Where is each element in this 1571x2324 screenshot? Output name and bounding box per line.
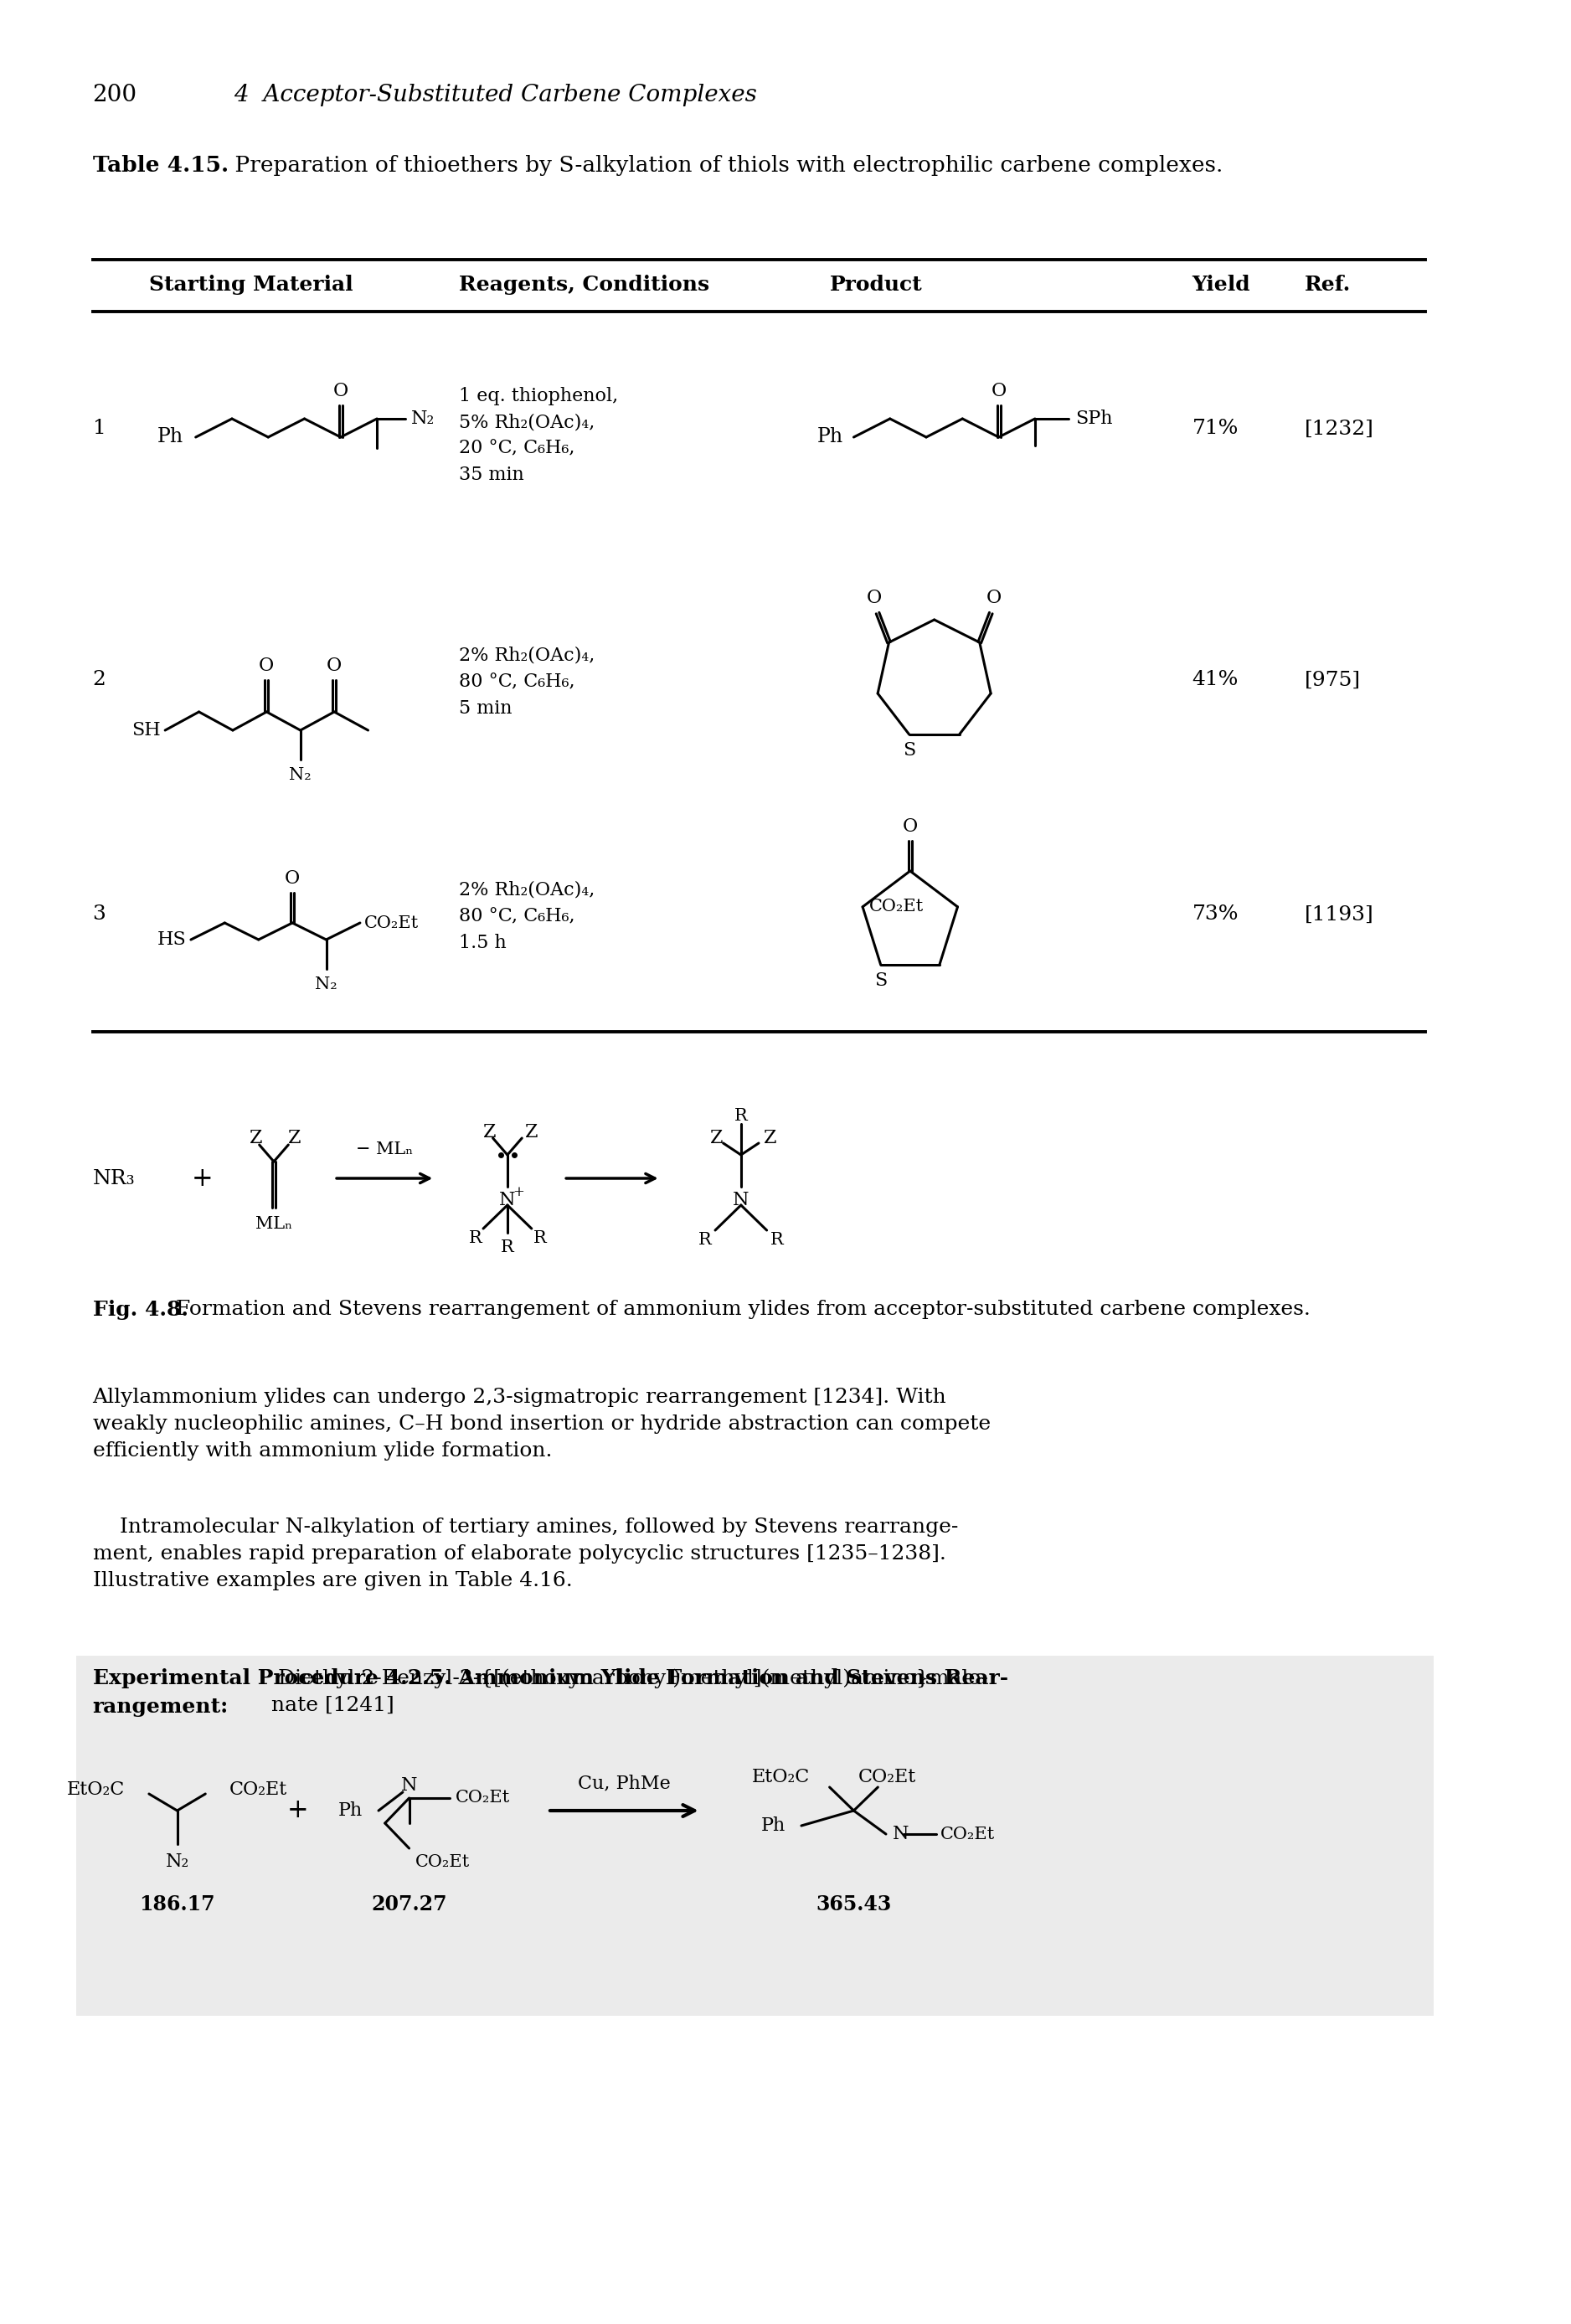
Text: Z: Z [525, 1122, 539, 1141]
Text: [975]: [975] [1306, 669, 1360, 690]
Text: CO₂Et: CO₂Et [858, 1769, 916, 1787]
Text: 1: 1 [93, 418, 105, 439]
Text: CO₂Et: CO₂Et [229, 1780, 287, 1799]
Text: N: N [500, 1190, 515, 1208]
Text: Ph: Ph [338, 1801, 363, 1820]
Text: Ph: Ph [157, 428, 184, 446]
Text: 200: 200 [93, 84, 137, 107]
Text: 4  Acceptor-Substituted Carbene Complexes: 4 Acceptor-Substituted Carbene Complexes [234, 84, 757, 107]
Text: [1232]: [1232] [1306, 418, 1375, 439]
Text: O: O [867, 588, 881, 607]
Text: 3: 3 [93, 904, 105, 925]
Text: Yield: Yield [1192, 274, 1251, 295]
Text: N: N [401, 1776, 418, 1794]
Text: 207.27: 207.27 [371, 1894, 448, 1915]
Text: O: O [333, 381, 349, 400]
Text: EtO₂C: EtO₂C [751, 1769, 809, 1787]
Text: 2% Rh₂(OAc)₄,
80 °C, C₆H₆,
5 min: 2% Rh₂(OAc)₄, 80 °C, C₆H₆, 5 min [459, 646, 595, 718]
Text: CO₂Et: CO₂Et [869, 899, 924, 916]
Text: N₂: N₂ [316, 976, 338, 992]
Text: HS: HS [157, 930, 185, 948]
Text: Intramolecular N-alkylation of tertiary amines, followed by Stevens rearrange-
m: Intramolecular N-alkylation of tertiary … [93, 1518, 958, 1590]
Text: Fig. 4.8.: Fig. 4.8. [93, 1299, 189, 1320]
Text: +: + [287, 1799, 309, 1824]
Text: CO₂Et: CO₂Et [416, 1855, 470, 1871]
Text: R: R [501, 1239, 514, 1255]
Text: Table 4.15.: Table 4.15. [93, 156, 228, 177]
Text: [1193]: [1193] [1306, 904, 1375, 925]
Text: Z: Z [764, 1129, 776, 1148]
Text: R: R [533, 1229, 547, 1246]
Text: Cu, PhMe: Cu, PhMe [578, 1773, 671, 1792]
Text: − MLₙ: − MLₙ [355, 1141, 413, 1157]
Text: R: R [698, 1232, 712, 1248]
Text: Formation and Stevens rearrangement of ammonium ylides from acceptor-substituted: Formation and Stevens rearrangement of a… [170, 1299, 1310, 1320]
Text: Ref.: Ref. [1306, 274, 1351, 295]
Text: O: O [902, 818, 917, 837]
Text: S: S [903, 741, 916, 760]
Text: R: R [468, 1229, 482, 1246]
Bar [77, 1655, 1434, 2015]
Text: N₂: N₂ [165, 1852, 189, 1871]
Text: Allylammonium ylides can undergo 2,3-sigmatropic rearrangement [1234]. With
weak: Allylammonium ylides can undergo 2,3-sig… [93, 1387, 990, 1459]
Text: MLₙ: MLₙ [256, 1215, 292, 1232]
Text: 2: 2 [93, 669, 105, 690]
Text: Reagents, Conditions: Reagents, Conditions [459, 274, 710, 295]
Text: CO₂Et: CO₂Et [364, 916, 419, 932]
Text: Z: Z [250, 1129, 262, 1148]
Text: SH: SH [132, 720, 162, 739]
Text: CO₂Et: CO₂Et [456, 1789, 509, 1806]
Text: Z: Z [484, 1122, 496, 1141]
Text: Product: Product [829, 274, 922, 295]
Text: 71%: 71% [1192, 418, 1238, 439]
Text: 41%: 41% [1192, 669, 1238, 690]
Text: Ph: Ph [817, 428, 844, 446]
Text: N: N [892, 1824, 908, 1843]
Text: Z: Z [710, 1129, 723, 1148]
Text: Ph: Ph [760, 1817, 786, 1836]
Text: CO₂Et: CO₂Et [941, 1827, 996, 1843]
Text: EtO₂C: EtO₂C [68, 1780, 124, 1799]
Text: N₂: N₂ [410, 409, 435, 428]
Text: +: + [192, 1164, 214, 1192]
Text: Z: Z [289, 1129, 302, 1148]
Text: 73%: 73% [1192, 904, 1238, 925]
Text: O: O [327, 658, 342, 674]
Text: O: O [259, 658, 275, 674]
Text: N: N [732, 1190, 749, 1208]
Text: 1 eq. thiophenol,
5% Rh₂(OAc)₄,
20 °C, C₆H₆,
35 min: 1 eq. thiophenol, 5% Rh₂(OAc)₄, 20 °C, C… [459, 386, 619, 483]
Text: O: O [991, 381, 1007, 400]
Text: +: + [512, 1185, 525, 1199]
Text: SPh: SPh [1075, 409, 1112, 428]
Text: Preparation of thioethers by S-alkylation of thiols with electrophilic carbene c: Preparation of thioethers by S-alkylatio… [228, 156, 1224, 177]
Text: 2% Rh₂(OAc)₄,
80 °C, C₆H₆,
1.5 h: 2% Rh₂(OAc)₄, 80 °C, C₆H₆, 1.5 h [459, 881, 595, 953]
Text: Diethyl 2-Benzyl-2-{[(ethoxycarbonyl)methyl](methyl)amino}malo-
nate [1241]: Diethyl 2-Benzyl-2-{[(ethoxycarbonyl)met… [272, 1669, 988, 1715]
Text: O: O [284, 869, 300, 888]
Text: O: O [987, 588, 1002, 607]
Text: Experimental Procedure 4.2.5. Ammonium Ylide Formation and Stevens Rear-
rangeme: Experimental Procedure 4.2.5. Ammonium Y… [93, 1669, 1009, 1717]
Text: 186.17: 186.17 [140, 1894, 215, 1915]
Text: R: R [734, 1109, 748, 1122]
Text: Starting Material: Starting Material [149, 274, 353, 295]
Text: 365.43: 365.43 [815, 1894, 891, 1915]
Text: R: R [771, 1232, 784, 1248]
Text: S: S [875, 971, 888, 990]
Text: NR₃: NR₃ [93, 1169, 135, 1188]
Text: N₂: N₂ [289, 767, 311, 783]
